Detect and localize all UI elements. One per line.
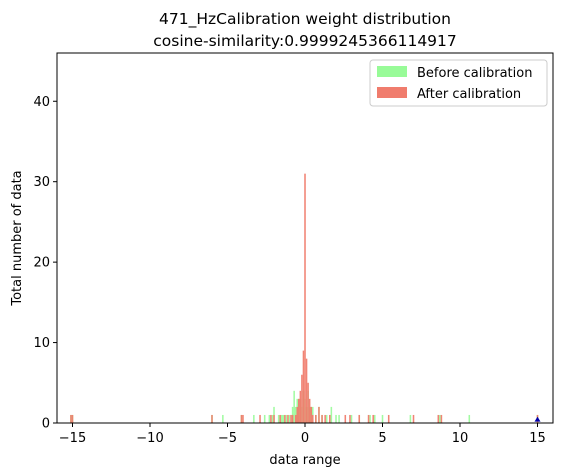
- bar: [304, 173, 306, 423]
- x-tick-label: 5: [378, 431, 386, 446]
- bar: [381, 414, 384, 423]
- bar: [367, 414, 370, 423]
- legend-label-after: After calibration: [417, 87, 521, 102]
- marker-layer: [534, 416, 541, 422]
- bar: [71, 414, 74, 423]
- bar: [324, 414, 326, 423]
- y-axis-ticks: 0 10 20 30 40: [33, 95, 57, 432]
- bar: [344, 414, 347, 423]
- bar: [242, 414, 244, 423]
- x-tick-label: −5: [218, 431, 237, 446]
- bar: [439, 414, 441, 423]
- bar: [305, 358, 308, 423]
- x-tick-label: −10: [136, 431, 163, 446]
- y-tick-label: 10: [33, 336, 50, 351]
- bar: [330, 406, 333, 423]
- data-marker: [534, 416, 541, 422]
- bar: [273, 406, 275, 423]
- bar: [282, 414, 285, 423]
- bar: [302, 350, 305, 423]
- bar: [222, 414, 224, 423]
- bar: [307, 382, 309, 423]
- y-tick-label: 40: [33, 95, 50, 110]
- bar: [268, 414, 271, 423]
- bar: [468, 414, 471, 423]
- bar: [329, 414, 331, 423]
- bar: [387, 414, 390, 423]
- bar: [325, 414, 328, 423]
- bar: [294, 406, 297, 423]
- bar: [299, 390, 302, 423]
- bar: [279, 414, 281, 423]
- bar: [271, 414, 274, 423]
- bar: [294, 414, 297, 423]
- legend-swatch-before: [377, 66, 407, 77]
- bar: [321, 414, 323, 423]
- bar: [315, 414, 317, 423]
- x-axis-label: data range: [269, 453, 340, 468]
- bar: [369, 414, 371, 423]
- bar: [437, 414, 440, 423]
- bar: [440, 414, 443, 423]
- y-tick-label: 20: [33, 256, 50, 271]
- bar: [287, 414, 289, 423]
- x-axis-ticks: −15 −10 −5 0 5 10 15: [59, 423, 546, 446]
- bar: [358, 414, 361, 423]
- bar: [288, 414, 291, 423]
- bar: [70, 414, 72, 423]
- bar: [240, 414, 243, 423]
- bar: [273, 414, 275, 423]
- legend-label-before: Before calibration: [417, 66, 532, 81]
- bar: [373, 414, 376, 423]
- bar: [311, 406, 314, 423]
- bar: [412, 414, 415, 423]
- bar: [290, 414, 292, 423]
- bar: [301, 374, 303, 423]
- bar: [409, 414, 412, 423]
- bar: [298, 398, 300, 423]
- bar: [291, 414, 294, 423]
- bar: [310, 406, 312, 423]
- bar: [318, 406, 320, 423]
- bar: [291, 406, 294, 423]
- bar: [311, 414, 314, 423]
- bar: [270, 414, 272, 423]
- legend-swatch-after: [377, 87, 407, 98]
- chart-title-line1: 471_HzCalibration weight distribution: [159, 10, 451, 29]
- bars-layer: [70, 173, 539, 423]
- bar: [284, 414, 286, 423]
- x-tick-label: 0: [301, 431, 309, 446]
- series-after: [70, 173, 539, 423]
- legend-box: [369, 59, 548, 107]
- x-tick-label: 10: [452, 431, 469, 446]
- bar: [335, 414, 337, 423]
- x-tick-label: −15: [59, 431, 86, 446]
- y-axis-label: Total number of data: [10, 170, 25, 306]
- bar: [293, 390, 295, 423]
- bar: [350, 414, 353, 423]
- bar: [253, 414, 255, 423]
- bar: [285, 414, 288, 423]
- bar: [277, 414, 280, 423]
- bar: [308, 398, 311, 423]
- bar: [296, 406, 299, 423]
- bar: [259, 414, 261, 423]
- bar: [372, 414, 374, 423]
- bar: [211, 414, 213, 423]
- y-tick-label: 30: [33, 175, 50, 190]
- legend: Before calibration After calibration: [369, 59, 548, 107]
- chart-title-line2: cosine-similarity:0.9999245366114917: [153, 32, 457, 50]
- bar: [263, 414, 266, 423]
- bar: [349, 414, 351, 423]
- y-tick-label: 0: [42, 417, 50, 432]
- bar: [338, 414, 340, 423]
- x-tick-label: 15: [529, 431, 546, 446]
- bar: [280, 414, 283, 423]
